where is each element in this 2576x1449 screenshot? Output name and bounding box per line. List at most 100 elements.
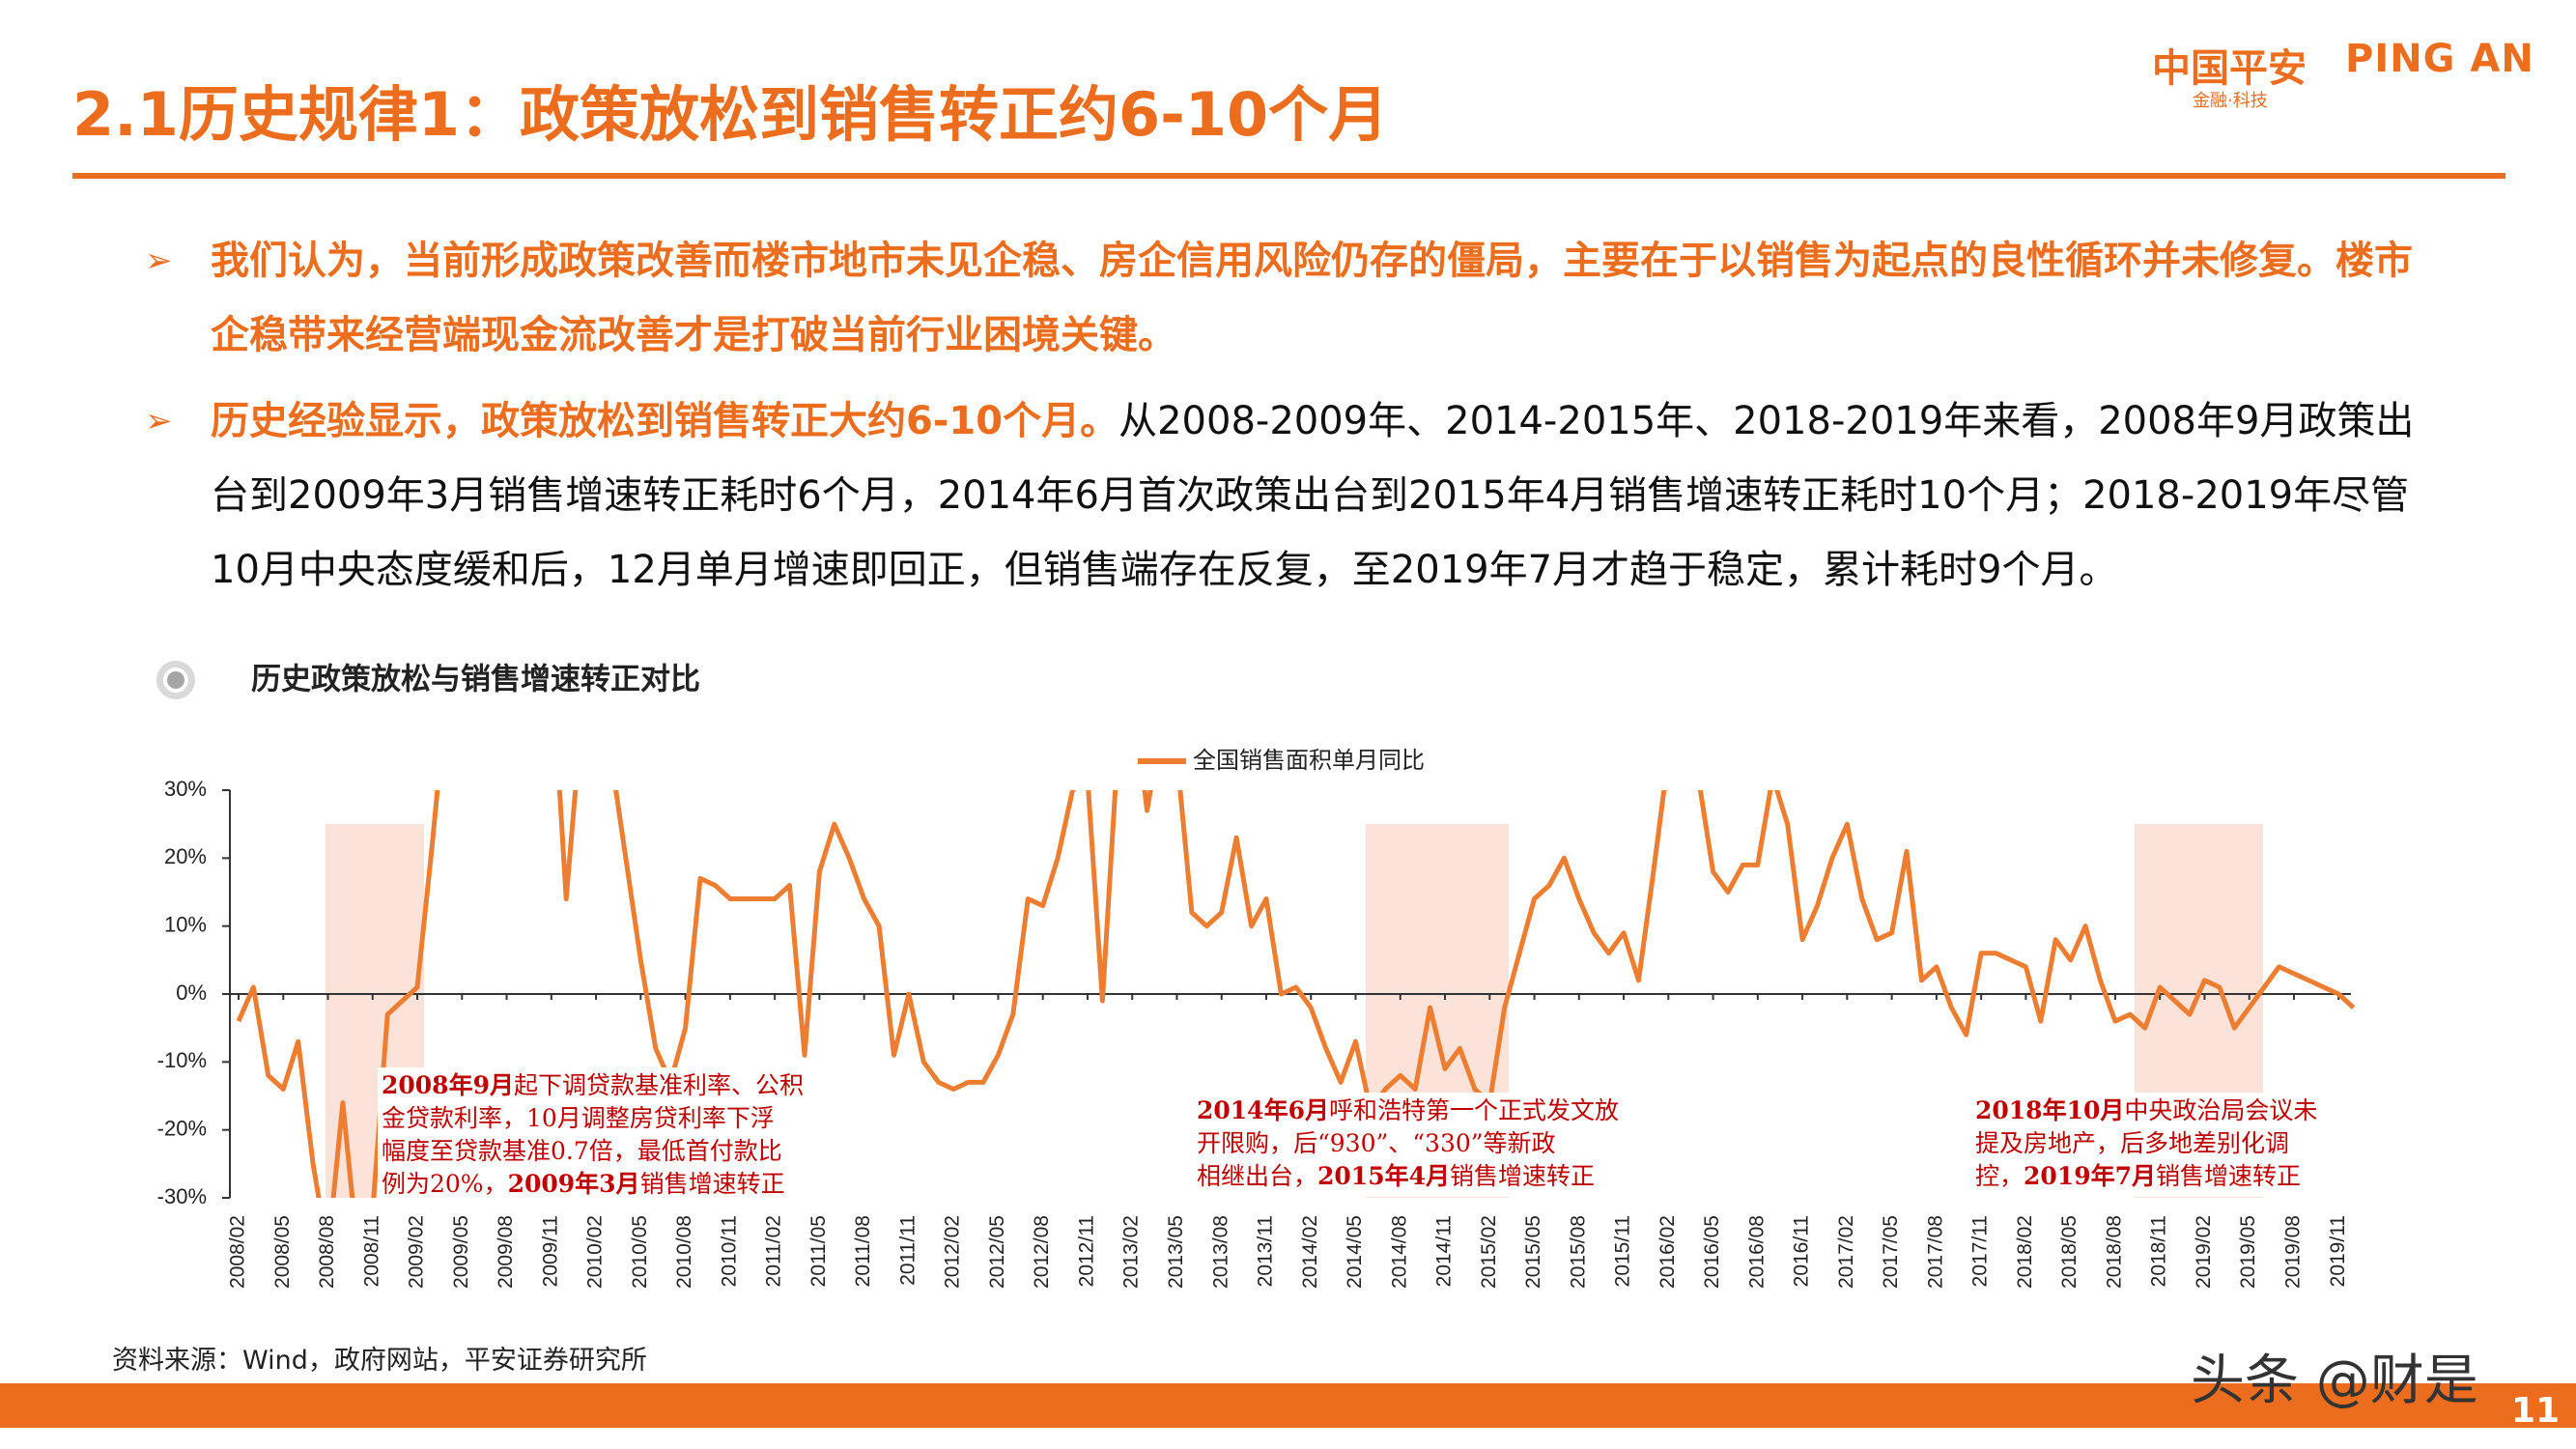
annotation-line: 开限购，后“930”、“330”等新政 — [1197, 1129, 1556, 1157]
footer-bar — [0, 1383, 2576, 1428]
x-tick-label: 2010/02 — [584, 1215, 607, 1289]
annotation-line: 提及房地产，后多地差别化调 — [1975, 1129, 2289, 1157]
x-tick-label: 2016/05 — [1701, 1215, 1723, 1289]
body-text: 从2008-2009年、2014-2015年、2018-2019年来看，2008… — [211, 399, 2415, 592]
x-tick-label: 2017/05 — [1880, 1215, 1902, 1289]
annotation-text: 幅度至贷款基准0.7倍，最低首付款比 — [382, 1137, 782, 1165]
y-tick-label: -10% — [157, 1048, 207, 1072]
x-tick-label: 2015/08 — [1567, 1215, 1589, 1289]
x-tick-label: 2016/02 — [1656, 1215, 1679, 1289]
x-tick-label: 2018/05 — [2058, 1215, 2081, 1289]
bullet-arrow: ➢ — [145, 402, 173, 440]
annotation-bg — [378, 1067, 875, 1205]
x-tick-label: 2011/02 — [763, 1215, 785, 1287]
x-tick-label: 2013/02 — [1120, 1215, 1143, 1289]
annotation-line: 控，2019年7月销售增速转正 — [1975, 1162, 2301, 1190]
annotation-bg — [1971, 1093, 2365, 1197]
annotation-bg — [1193, 1093, 1685, 1197]
x-tick-label: 2008/02 — [227, 1215, 249, 1289]
annotation-text: 呼和浩特第一个正式发文放 — [1329, 1096, 1619, 1124]
annotation-text: 相继出台， — [1197, 1162, 1317, 1190]
bullet-list: ➢ 我们认为，当前形成政策改善而楼市地市未见企稳、房企信用风险仍存的僵局，主要在于… — [145, 224, 2511, 619]
x-tick-label: 2011/08 — [852, 1215, 874, 1287]
annotation-text: 销售增速转正 — [2156, 1162, 2301, 1190]
bullet: ➢ 我们认为，当前形成政策改善而楼市地市未见企稳、房企信用风险仍存的僵局，主要在于… — [145, 224, 2511, 373]
y-tick-label: 20% — [164, 844, 207, 868]
logo-tagline: 金融·科技 — [2193, 91, 2268, 111]
section-icon — [167, 671, 184, 689]
watermark: 头条 @财是 — [2191, 1350, 2478, 1412]
annotation-text: 中央政治局会议未 — [2124, 1096, 2317, 1124]
x-tick-label: 2010/05 — [629, 1215, 651, 1289]
logo-brand-en: PING AN — [2345, 37, 2534, 81]
data-line — [236, 790, 2355, 1198]
annotation-text: 例为20%， — [382, 1170, 508, 1198]
x-tick-label: 2018/11 — [2148, 1215, 2170, 1287]
x-tick-label: 2014/11 — [1433, 1215, 1456, 1287]
x-tick-label: 2010/11 — [718, 1215, 740, 1287]
bullet: ➢ 历史经验显示，政策放松到销售转正大约6-10个月。从2008-2009年、20… — [145, 384, 2511, 608]
x-tick-label: 2016/08 — [1745, 1215, 1768, 1289]
annotation-text: 起下调贷款基准利率、公积 — [514, 1071, 804, 1099]
x-tick-label: 2009/05 — [450, 1215, 472, 1289]
x-tick-label: 2016/11 — [1791, 1215, 1813, 1287]
x-tick-label: 2011/11 — [896, 1215, 919, 1286]
x-tick-label: 2019/08 — [2282, 1215, 2305, 1289]
logo-brand: 中国平安 — [2152, 46, 2307, 91]
x-tick-label: 2014/08 — [1388, 1215, 1410, 1289]
annotation-emphasis: 2008年9月 — [382, 1071, 514, 1099]
x-tick-label: 2019/05 — [2237, 1215, 2259, 1289]
page-number: 11 — [2511, 1391, 2561, 1431]
annotation-emphasis: 2019年7月 — [2024, 1162, 2156, 1190]
annotation-emphasis: 2014年6月 — [1197, 1096, 1329, 1124]
x-tick-label: 2019/11 — [2327, 1215, 2349, 1287]
slide-title: 2.1历史规律1：政策放松到销售转正约6-10个月 — [72, 79, 1389, 150]
annotation-text: 提及房地产，后多地差别化调 — [1975, 1129, 2289, 1157]
y-tick-label: 0% — [176, 980, 207, 1005]
annotation-text: 开限购，后“930”、“330”等新政 — [1197, 1129, 1556, 1157]
annotation-line: 幅度至贷款基准0.7倍，最低首付款比 — [382, 1137, 782, 1165]
x-tick-label: 2010/08 — [673, 1215, 695, 1289]
annotation-line: 2008年9月起下调贷款基准利率、公积 — [382, 1071, 804, 1099]
x-tick-label: 2018/08 — [2103, 1215, 2125, 1289]
x-tick-label: 2008/11 — [360, 1215, 382, 1287]
x-tick-label: 2011/05 — [807, 1215, 830, 1287]
footer-strip — [0, 1428, 2576, 1449]
x-tick-label: 2017/02 — [1835, 1215, 1857, 1289]
x-tick-label: 2019/02 — [2193, 1215, 2215, 1289]
x-tick-label: 2008/08 — [316, 1215, 338, 1289]
x-tick-label: 2012/02 — [942, 1215, 964, 1289]
title-rule — [72, 173, 2505, 179]
annotation-emphasis: 2009年3月 — [508, 1170, 640, 1198]
annotation-line: 金贷款利率，10月调整房贷利率下浮 — [382, 1104, 775, 1132]
x-tick-label: 2012/11 — [1075, 1215, 1097, 1287]
y-tick-label: -20% — [157, 1116, 207, 1140]
bullet-text: 历史经验显示，政策放松到销售转正大约6-10个月。从2008-2009年、201… — [211, 384, 2432, 608]
x-tick-label: 2008/05 — [271, 1215, 294, 1289]
x-tick-label: 2013/08 — [1209, 1215, 1231, 1289]
bullet-arrow: ➢ — [145, 242, 173, 280]
source-note: 资料来源：Wind，政府网站，平安证券研究所 — [112, 1346, 647, 1376]
annotation-emphasis: 2015年4月 — [1317, 1162, 1450, 1190]
x-tick-label: 2017/11 — [1969, 1215, 1992, 1287]
bullet-text: 我们认为，当前形成政策改善而楼市地市未见企稳、房企信用风险仍存的僵局，主要在于以… — [211, 224, 2432, 373]
annotation-text: 销售增速转正 — [640, 1170, 785, 1198]
y-tick-label: 10% — [164, 912, 207, 936]
x-tick-label: 2017/08 — [1924, 1215, 1946, 1289]
annotation-text: 销售增速转正 — [1450, 1162, 1595, 1190]
x-tick-label: 2015/11 — [1612, 1215, 1634, 1287]
emphasis-text: 历史经验显示，政策放松到销售转正大约6-10个月。 — [211, 399, 1119, 443]
x-tick-label: 2014/02 — [1299, 1215, 1321, 1289]
annotation-line: 相继出台，2015年4月销售增速转正 — [1197, 1162, 1595, 1190]
x-tick-label: 2015/05 — [1522, 1215, 1544, 1289]
legend-label: 全国销售面积单月同比 — [1193, 747, 1425, 774]
x-tick-label: 2013/11 — [1255, 1215, 1277, 1287]
y-tick-label: 30% — [164, 777, 207, 801]
x-tick-label: 2013/05 — [1165, 1215, 1187, 1289]
x-tick-label: 2014/05 — [1344, 1215, 1366, 1289]
x-tick-label: 2012/05 — [986, 1215, 1008, 1289]
y-tick-label: -30% — [157, 1184, 207, 1208]
annotation-line: 2018年10月中央政治局会议未 — [1975, 1096, 2317, 1124]
